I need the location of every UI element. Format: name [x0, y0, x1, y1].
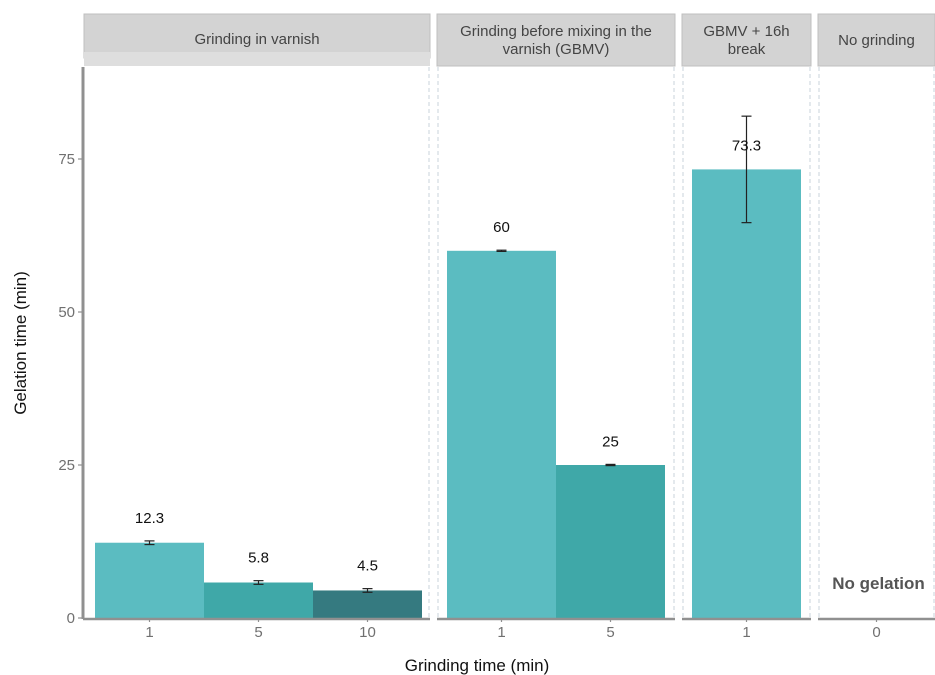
- y-tick-label: 25: [58, 457, 75, 474]
- facet-panel-1: Grinding before mixing in the varnish (GB…: [436, 13, 676, 641]
- x-tick-label: 10: [359, 624, 376, 641]
- no-gelation-note: No gelation: [832, 574, 925, 593]
- facet-strip-label: Grinding in varnish: [194, 31, 319, 48]
- bar: [313, 590, 422, 618]
- bar: [95, 542, 204, 618]
- x-axis-title: Grinding time (min): [405, 656, 550, 675]
- data-label: 12.3: [135, 510, 164, 527]
- x-tick-label: 5: [254, 624, 262, 641]
- x-tick-label: 1: [145, 624, 153, 641]
- facet-panel-0: Grinding in varnish 12.3 1 5.8 5 4.5 10: [83, 13, 431, 641]
- y-tick-label: 75: [58, 151, 75, 168]
- facet-strip-lower: [84, 52, 430, 66]
- bar: [447, 250, 556, 619]
- facet-panel-3: No grinding 0 No gelation: [817, 13, 935, 641]
- data-label: 25: [602, 433, 619, 450]
- facet-strip: [681, 13, 812, 67]
- bar: [556, 465, 665, 618]
- facet-strip: [436, 13, 676, 67]
- facet-panel-2: GBMV + 16h break 73.3 1: [681, 13, 812, 641]
- y-axis-title: Gelation time (min): [11, 271, 30, 415]
- x-tick-label: 5: [606, 624, 614, 641]
- x-tick-label: 0: [872, 624, 880, 641]
- x-tick-label: 1: [742, 624, 750, 641]
- facet-strip-label: GBMV + 16h break: [703, 23, 789, 58]
- facet-strip-label: No grinding: [838, 32, 915, 49]
- facet-strip: [83, 13, 431, 59]
- y-tick-label: 50: [58, 304, 75, 321]
- facet-strip: [817, 13, 935, 67]
- data-label: 5.8: [248, 550, 269, 567]
- y-tick-label: 0: [67, 610, 75, 627]
- bar: [204, 582, 313, 618]
- x-tick-label: 1: [497, 624, 505, 641]
- data-label: 4.5: [357, 558, 378, 575]
- bar: [692, 169, 801, 619]
- facet-strip-label: Grinding before mixing in the varnish (GB…: [460, 23, 652, 58]
- data-label: 60: [493, 219, 510, 236]
- data-label: 73.3: [732, 137, 761, 154]
